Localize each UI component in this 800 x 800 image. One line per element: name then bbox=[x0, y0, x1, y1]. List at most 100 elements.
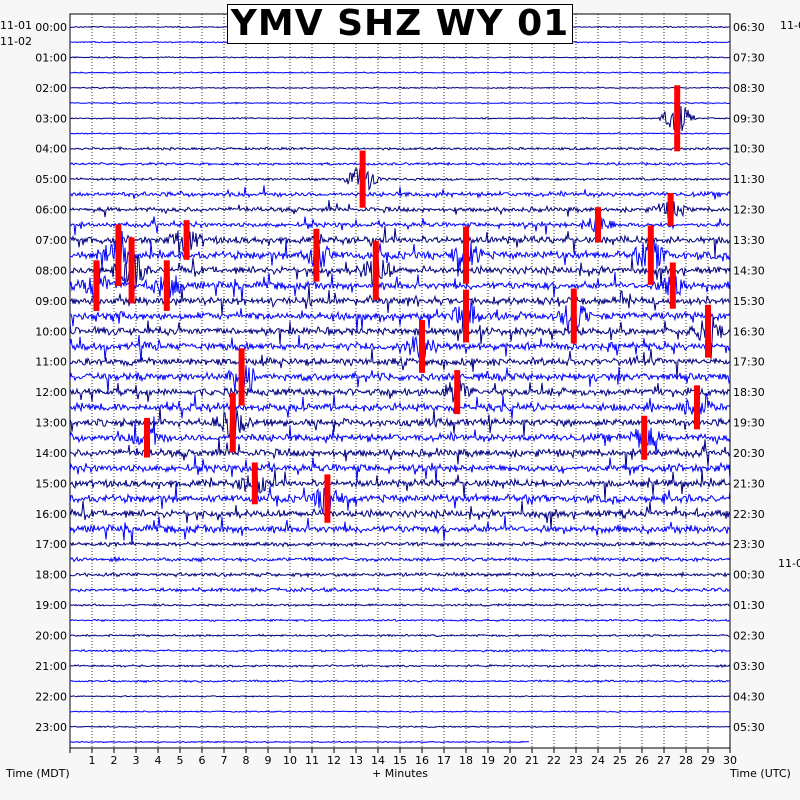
trace-row-14 bbox=[69, 225, 731, 258]
clipped-event-23 bbox=[144, 417, 150, 458]
trace-row-26 bbox=[69, 406, 731, 440]
trace-row-42 bbox=[69, 663, 731, 669]
x-tick-label: 20 bbox=[503, 754, 517, 767]
x-tick-label: 19 bbox=[481, 754, 495, 767]
trace-row-10 bbox=[69, 165, 731, 191]
trace-row-22 bbox=[69, 348, 731, 379]
x-tick-label: 23 bbox=[569, 754, 583, 767]
clipped-event-4 bbox=[183, 220, 190, 260]
trace-row-13 bbox=[69, 214, 730, 236]
clipped-event-11 bbox=[93, 260, 100, 311]
clipped-event-19 bbox=[454, 370, 461, 415]
clipped-event-17 bbox=[419, 320, 425, 373]
trace-row-16 bbox=[69, 252, 731, 288]
left-hour-label: 02:00 bbox=[35, 82, 67, 95]
right-start-date: 11-01 bbox=[780, 19, 800, 32]
trace-row-18 bbox=[69, 284, 731, 316]
x-tick-label: 27 bbox=[657, 754, 671, 767]
x-tick-label: 16 bbox=[415, 754, 429, 767]
chart-title: YMV SHZ WY 01 bbox=[230, 3, 570, 44]
trace-row-30 bbox=[69, 469, 731, 501]
trace-row-23 bbox=[69, 364, 731, 394]
left-hour-label: 17:00 bbox=[35, 538, 67, 551]
left-axis-title: Time (MDT) bbox=[6, 767, 70, 780]
x-tick-label: 11 bbox=[305, 754, 319, 767]
x-tick-label: 10 bbox=[283, 754, 297, 767]
trace-row-43 bbox=[69, 679, 731, 684]
x-tick-label: 12 bbox=[327, 754, 341, 767]
right-hour-label: 21:30 bbox=[733, 477, 765, 490]
right-hour-label: 02:30 bbox=[733, 630, 765, 643]
clipped-event-12 bbox=[163, 260, 170, 311]
x-tick-label: 17 bbox=[437, 754, 451, 767]
left-hour-label: 19:00 bbox=[35, 599, 67, 612]
trace-row-37 bbox=[69, 586, 731, 594]
right-hour-label: 10:30 bbox=[733, 143, 765, 156]
right-hour-label: 12:30 bbox=[733, 204, 765, 217]
left-hour-label: 05:00 bbox=[35, 173, 67, 186]
right-axis-title: Time (UTC) bbox=[730, 767, 791, 780]
trace-row-47 bbox=[69, 740, 529, 744]
clipped-event-6 bbox=[313, 228, 320, 282]
right-hour-label: 17:30 bbox=[733, 356, 765, 369]
x-tick-label: 3 bbox=[133, 754, 140, 767]
left-hour-label: 11:00 bbox=[35, 356, 67, 369]
trace-row-46 bbox=[69, 725, 731, 729]
x-tick-label: 21 bbox=[525, 754, 539, 767]
right-hour-label: 16:30 bbox=[733, 325, 765, 338]
trace-row-34 bbox=[69, 540, 731, 548]
left-hour-label: 01:00 bbox=[35, 51, 67, 64]
left-hour-label: 22:00 bbox=[35, 690, 67, 703]
left-hour-label: 04:00 bbox=[35, 143, 67, 156]
x-tick-label: 6 bbox=[199, 754, 206, 767]
clipped-event-18 bbox=[238, 348, 245, 406]
x-tick-label: 13 bbox=[349, 754, 363, 767]
left-start-date: 11-01 bbox=[0, 19, 32, 32]
x-tick-label: 8 bbox=[243, 754, 250, 767]
right-hour-label: 13:30 bbox=[733, 234, 765, 247]
clipped-event-0 bbox=[359, 150, 366, 208]
left-hour-label: 23:00 bbox=[35, 721, 67, 734]
clipped-event-3 bbox=[595, 207, 601, 243]
trace-row-27 bbox=[69, 416, 731, 455]
left-hour-label: 21:00 bbox=[35, 660, 67, 673]
right-hour-label: 03:30 bbox=[733, 660, 765, 673]
trace-row-11 bbox=[69, 185, 731, 200]
trace-row-2 bbox=[69, 55, 731, 59]
trace-row-8 bbox=[69, 146, 731, 152]
x-tick-label: 7 bbox=[221, 754, 228, 767]
trace-row-41 bbox=[69, 648, 731, 653]
right-hour-label: 07:30 bbox=[733, 51, 765, 64]
trace-row-33 bbox=[69, 515, 731, 545]
left-hour-label: 00:00 bbox=[35, 21, 67, 34]
x-tick-label: 1 bbox=[89, 754, 96, 767]
trace-row-19 bbox=[69, 300, 731, 333]
trace-row-32 bbox=[69, 500, 731, 530]
trace-row-36 bbox=[69, 570, 731, 579]
right-hour-label: 20:30 bbox=[733, 447, 765, 460]
clipped-event-9 bbox=[128, 237, 135, 304]
trace-row-45 bbox=[69, 710, 731, 713]
trace-row-9 bbox=[69, 161, 731, 167]
trace-row-21 bbox=[69, 334, 731, 363]
x-tick-label: 24 bbox=[591, 754, 605, 767]
x-tick-label: 18 bbox=[459, 754, 473, 767]
trace-row-35 bbox=[69, 555, 731, 564]
clipped-event-10 bbox=[372, 240, 379, 301]
right-date-label: 11-02 bbox=[778, 557, 800, 570]
trace-row-29 bbox=[69, 454, 731, 485]
x-tick-label: 26 bbox=[635, 754, 649, 767]
right-hour-label: 22:30 bbox=[733, 508, 765, 521]
left-hour-label: 14:00 bbox=[35, 447, 67, 460]
clipped-event-8 bbox=[647, 225, 654, 285]
trace-row-25 bbox=[69, 393, 731, 419]
right-hour-label: 08:30 bbox=[733, 82, 765, 95]
x-tick-label: 30 bbox=[723, 754, 737, 767]
trace-row-4 bbox=[69, 86, 731, 90]
x-tick-label: 2 bbox=[111, 754, 118, 767]
trace-row-31 bbox=[69, 483, 731, 514]
right-hour-label: 05:30 bbox=[733, 721, 765, 734]
bottom-axis-title: + Minutes bbox=[372, 767, 429, 780]
